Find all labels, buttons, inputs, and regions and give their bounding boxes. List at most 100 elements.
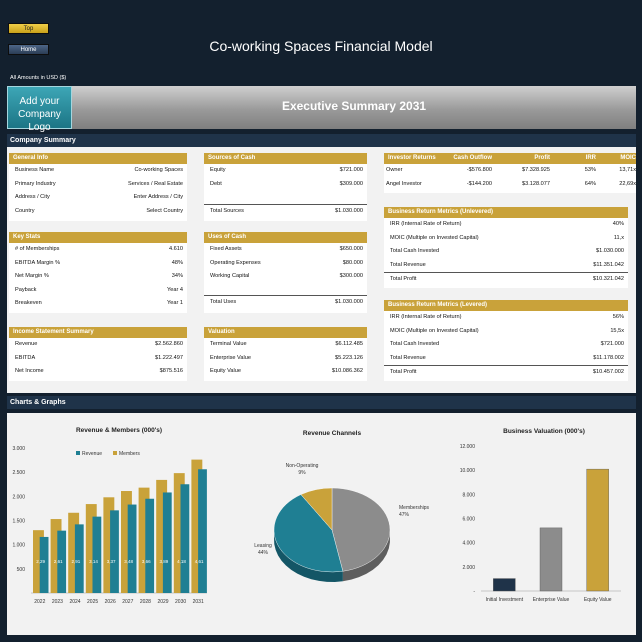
unlevered-value: 40% [612,221,624,227]
members-bar [68,512,80,593]
investor-irr: 64% [584,180,596,187]
valuation-bar [586,468,609,592]
revenue-bar [180,484,190,593]
unlevered-label: Total Cash Invested [390,248,440,254]
legend-label: Members [119,451,140,457]
general-info-label: Country [15,207,35,214]
total-sources-label: Total Sources [210,208,244,214]
key-stat-value: Year 4 [167,286,183,293]
investor-label: Angel Investor [386,180,422,187]
revenue-bar [145,498,155,593]
unlevered-label: MOIC (Multiple on Invested Capital) [390,234,479,241]
column-header: Profit [534,155,550,161]
source-label: Debt [210,180,222,187]
x-tick-label: Enterprise Value [533,597,570,603]
valuation-card: Valuation Terminal Value $6.112.485 Enter… [204,327,367,381]
key-stats-card: Key Stats # of Memberships 4.610 EBITDA M… [9,232,187,313]
y-tick-label: 10.000 [460,468,476,474]
use-label: Operating Expenses [210,259,261,266]
column-header: MOIC [620,155,636,161]
legend-swatch-members [113,451,117,455]
members-bar [173,473,185,593]
levered-value: $721.000 [600,341,624,347]
members-bar [103,497,115,593]
investor-returns-card: Investor Returns Cash Outflow Profit IRR… [384,153,636,193]
investor-label: Owner [386,167,403,173]
use-value: $650.000 [339,246,363,252]
income-value: $2.562.860 [155,341,183,347]
income-value: $1.222.497 [155,354,183,361]
use-value: $80.000 [342,259,363,266]
levered-value: 56% [612,314,624,320]
unlevered-value: $11.351.042 [593,261,624,268]
revenue-bar [57,530,67,593]
valuation-label: Terminal Value [210,341,247,347]
key-stat-value: 48% [171,259,183,266]
investor-moic: 13,71x [619,167,636,173]
general-info-label: Business Name [15,167,55,173]
unlevered-value: 11,x [613,234,624,241]
return-unlevered-title: Business Return Metrics (Unlevered) [384,207,628,218]
members-bar [156,479,168,593]
sources-of-cash-title: Sources of Cash [204,153,367,164]
chart-title: Business Valuation (000's) [503,428,585,435]
general-info-label: Address / City [15,194,50,200]
unlevered-label: IRR (Internal Rate of Return) [390,221,462,227]
valuation-bar [539,527,563,592]
y-tick-label: 3.000 [12,446,25,452]
general-info-value: Enter Address / City [133,194,183,200]
total-sources-value: $1.030.000 [335,208,363,214]
unlevered-label: Total Revenue [390,261,426,268]
x-tick-label: 2023 [52,599,63,605]
general-info-card: General Info Business Name Co-working Spa… [9,153,187,221]
investor-profit: $3.128.077 [522,180,550,187]
members-bar [191,459,203,593]
pie-data-label: 44% [258,550,269,556]
members-bar [121,491,132,593]
column-header: Cash Outflow [453,155,492,161]
x-tick-label: 2027 [122,599,133,605]
company-logo-placeholder[interactable]: Add your Company Logo [7,86,72,133]
levered-value: $10.457.002 [592,369,624,375]
x-tick-label: 2025 [87,599,98,605]
company-summary-header: Company Summary [7,134,636,147]
y-tick-label: 8.000 [462,492,475,498]
charts-graphs-header: Charts & Graphs [7,396,636,409]
source-value: $309.000 [339,180,363,187]
levered-label: Total Cash Invested [390,341,440,347]
investor-returns-header: Investor Returns Cash Outflow Profit IRR… [384,153,636,164]
top-button[interactable]: Top [8,23,49,34]
pie-slice [300,487,333,531]
total-uses-label: Total Uses [210,298,237,305]
pie-slice [273,494,344,573]
x-tick-label: Initial Investment [486,597,524,603]
x-tick-label: 2031 [193,599,204,605]
valuation-label: Equity Value [210,368,241,374]
investor-profit: $7.328.925 [522,167,550,173]
key-stat-label: Payback [15,286,37,293]
bar-data-label: 2,61 [54,559,63,564]
levered-label: Total Revenue [390,354,426,361]
general-info-title: General Info [9,153,187,164]
uses-of-cash-card: Uses of Cash Fixed Assets $650.000 Operat… [204,232,367,313]
bar-data-label: 2,91 [71,559,80,564]
x-tick-label: 2024 [69,599,80,605]
charts-panel: Revenue & Members (000's) Revenue Members 5… [7,413,636,635]
return-levered-card: Business Return Metrics (Levered) IRR (I… [384,300,628,381]
use-label: Fixed Assets [210,246,242,252]
uses-of-cash-title: Uses of Cash [204,232,367,243]
home-button[interactable]: Home [8,44,49,55]
source-value: $721.000 [339,167,363,173]
bar-data-label: 3,14 [89,559,98,564]
income-label: Net Income [15,368,44,374]
executive-summary-title: Executive Summary 2031 [281,99,427,113]
levered-label: Total Profit [390,369,417,375]
charts-svg: Revenue & Members (000's) Revenue Members 5… [12,427,621,605]
bar-data-label: 3,89 [159,559,168,564]
bar-data-label: 3,48 [124,559,133,564]
column-header: IRR [585,155,596,161]
return-levered-title: Business Return Metrics (Levered) [384,300,628,311]
x-tick-label: 2022 [34,599,45,605]
y-tick-label: 1.000 [12,543,25,549]
valuation-label: Enterprise Value [210,354,251,361]
